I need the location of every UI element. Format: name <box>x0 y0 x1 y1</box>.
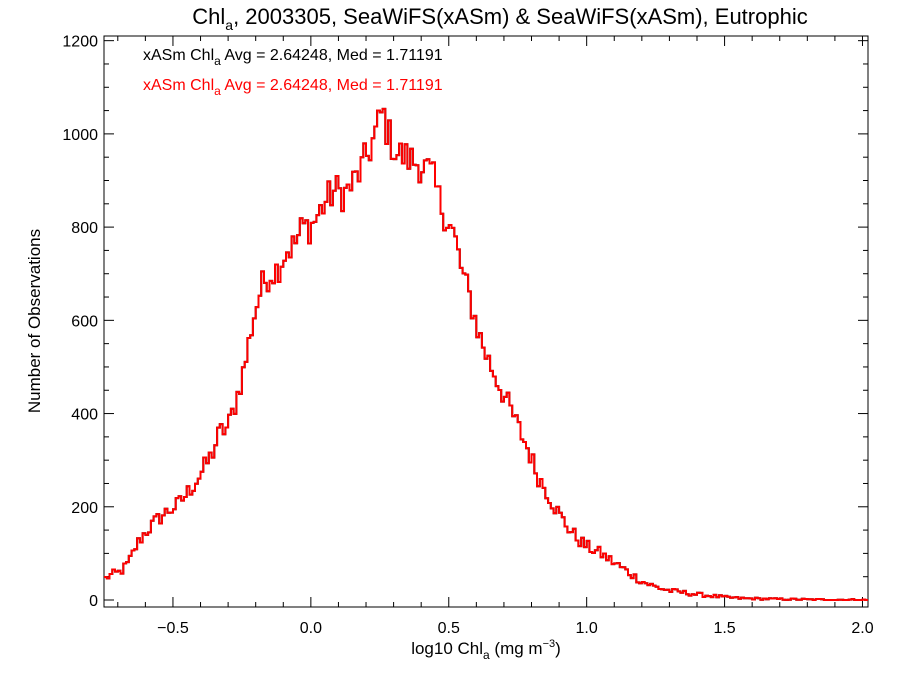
x-axis-label-subscript: a <box>483 648 490 662</box>
histogram-line-red <box>104 107 868 601</box>
chart-title-prefix: Chl <box>192 4 225 29</box>
x-axis-label-superscript: −3 <box>543 638 556 650</box>
plot-frame <box>103 35 869 608</box>
x-tick-label: 0.5 <box>438 620 460 637</box>
y-tick-label: 800 <box>71 220 98 237</box>
tick-labels: −0.5 0.0 0.5 1.0 1.5 2.0 0 200 400 600 800 1000 1200 <box>62 34 873 637</box>
legend-black-text: Avg = 2.64248, Med = 1.71191 <box>221 47 443 64</box>
chart-title-suffix: , 2003305, SeaWiFS(xASm) & SeaWiFS(xASm)… <box>233 4 808 29</box>
legend-entry-black: xASm Chla Avg = 2.64248, Med = 1.71191 <box>143 47 443 68</box>
x-axis-label-prefix: log10 Chl <box>411 639 483 658</box>
legend-black-subscript: a <box>214 54 221 68</box>
x-tick-label: 1.5 <box>713 620 735 637</box>
legend-red-prefix: xASm Chl <box>143 77 214 94</box>
y-tick-label: 1200 <box>62 34 98 51</box>
x-tick-label: 1.0 <box>576 620 598 637</box>
x-tick-label: 2.0 <box>851 620 873 637</box>
x-axis-label-mid: (mg m <box>490 639 543 658</box>
axis-ticks <box>104 36 868 607</box>
x-tick-label: 0.0 <box>300 620 322 637</box>
x-axis-label: log10 Chla (mg m−3) <box>411 638 561 662</box>
y-tick-label: 200 <box>71 500 98 517</box>
y-tick-label: 400 <box>71 407 98 424</box>
histogram-line-black <box>104 107 868 601</box>
chart-title-subscript: a <box>225 17 233 33</box>
legend-entry-red: xASm Chla Avg = 2.64248, Med = 1.71191 <box>143 77 443 98</box>
y-tick-label: 600 <box>71 313 98 330</box>
legend-red-text: Avg = 2.64248, Med = 1.71191 <box>221 77 443 94</box>
x-axis-label-suffix: ) <box>555 639 561 658</box>
y-tick-label: 1000 <box>62 127 98 144</box>
chart-title: Chla, 2003305, SeaWiFS(xASm) & SeaWiFS(x… <box>192 4 807 33</box>
y-tick-label: 0 <box>89 593 98 610</box>
x-tick-label: −0.5 <box>157 620 189 637</box>
legend-black-prefix: xASm Chl <box>143 47 214 64</box>
y-axis-label: Number of Observations <box>25 229 44 413</box>
legend-red-subscript: a <box>214 84 221 98</box>
